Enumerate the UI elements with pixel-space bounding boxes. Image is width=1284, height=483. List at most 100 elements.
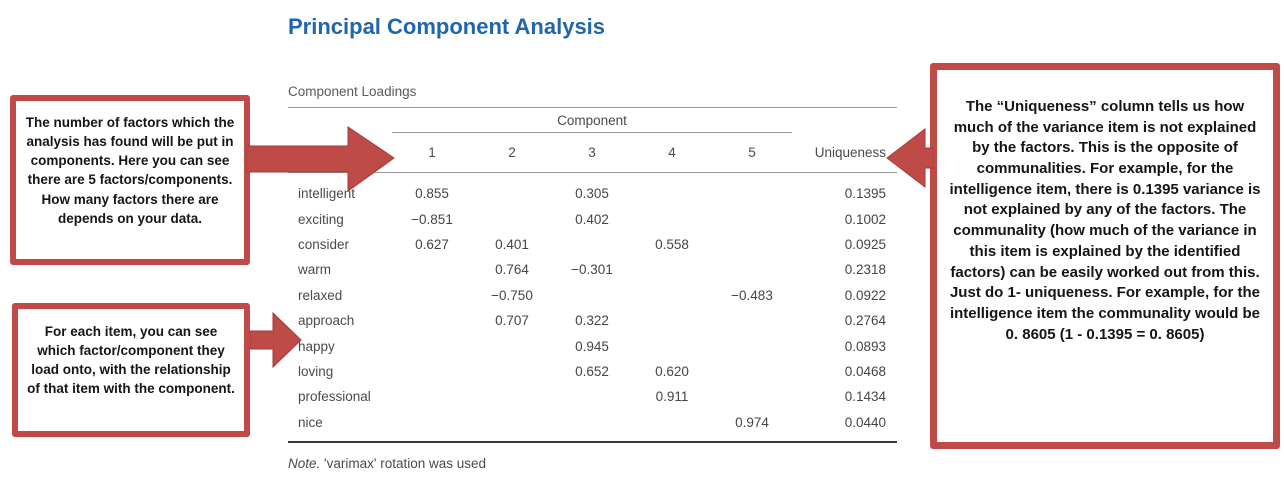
loading-value	[552, 232, 632, 257]
loading-value	[632, 308, 712, 333]
uniqueness-header: Uniqueness	[792, 132, 897, 173]
component-column-header: 5	[712, 132, 792, 173]
loading-value	[472, 359, 552, 384]
loading-value	[632, 173, 712, 207]
loading-value: 0.855	[415, 186, 449, 202]
table-row: warm 0.764 −0.301 0.2318	[288, 257, 897, 282]
uniqueness-value: 0.0925	[844, 236, 886, 252]
uniqueness-value: 0.1434	[844, 389, 886, 405]
loading-value: −0.301	[571, 262, 613, 278]
row-label: loving	[298, 363, 334, 379]
note-prefix: Note.	[288, 455, 321, 471]
loading-value: 0.764	[495, 262, 529, 278]
component-loadings-section: Component Loadings Component 1 2 3 4 5 Unique…	[288, 84, 897, 471]
loading-value	[472, 333, 552, 358]
table-caption: Component Loadings	[288, 84, 417, 99]
callout-loadings-text: For each item, you can see which factor/…	[27, 324, 235, 397]
row-label: exciting	[298, 211, 344, 227]
loading-value	[632, 206, 712, 231]
loading-value: 0.620	[655, 363, 689, 379]
loading-value	[712, 359, 792, 384]
loading-value: −0.851	[411, 211, 453, 227]
table-row: loving 0.652 0.620 0.0468	[288, 359, 897, 384]
loading-value: 0.911	[655, 389, 689, 405]
uniqueness-value: 0.0922	[844, 287, 886, 303]
loading-value: 0.322	[575, 313, 609, 329]
table-row: intelligent 0.855 0.305 0.1395	[288, 173, 897, 207]
loading-value	[392, 283, 472, 308]
row-label: nice	[298, 414, 323, 430]
loading-value	[712, 206, 792, 231]
loading-value: 0.974	[735, 414, 769, 430]
column-header-row: 1 2 3 4 5 Uniqueness	[288, 132, 897, 173]
callout-uniqueness: The “Uniqueness” column tells us how muc…	[930, 63, 1280, 449]
loadings-table: Component 1 2 3 4 5 Uniqueness intelligent 0.8…	[288, 107, 897, 443]
table-row: relaxed −0.750 −0.483 0.0922	[288, 283, 897, 308]
loading-value	[712, 308, 792, 333]
component-group-header: Component	[392, 107, 792, 133]
loading-value: −0.750	[491, 287, 533, 303]
table-row: approach 0.707 0.322 0.2764	[288, 308, 897, 333]
corner-cell	[288, 107, 392, 133]
uniqueness-value: 0.2318	[844, 262, 886, 278]
note-body: 'varimax' rotation was used	[320, 455, 487, 471]
uniqueness-value: 0.0468	[844, 363, 886, 379]
loading-value	[712, 173, 792, 207]
loading-value	[632, 410, 712, 442]
loading-value: 0.558	[655, 236, 689, 252]
uniqueness-value: 0.1002	[844, 211, 886, 227]
row-label: relaxed	[298, 287, 343, 303]
loading-value	[712, 232, 792, 257]
loading-value: 0.707	[495, 313, 529, 329]
row-label: consider	[298, 236, 350, 252]
loading-value	[632, 283, 712, 308]
loading-value: −0.483	[731, 287, 773, 303]
loading-value: 0.402	[575, 211, 609, 227]
table-row: professional 0.911 0.1434	[288, 384, 897, 409]
loading-value: 0.652	[575, 363, 609, 379]
loading-value	[712, 333, 792, 358]
group-header-row: Component	[288, 107, 897, 133]
loading-value	[472, 410, 552, 442]
callout-factor-count-text: The number of factors which the analysis…	[25, 115, 235, 226]
table-row: nice 0.974 0.0440	[288, 410, 897, 442]
component-column-header: 1	[392, 132, 472, 173]
arrow-left-icon	[886, 128, 934, 188]
page-title: Principal Component Analysis	[288, 14, 606, 39]
component-column-header: 3	[552, 132, 632, 173]
table-row: exciting −0.851 0.402 0.1002	[288, 206, 897, 231]
component-column-header: 2	[472, 132, 552, 173]
loading-value	[552, 283, 632, 308]
loading-value	[552, 384, 632, 409]
table-body: intelligent 0.855 0.305 0.1395 exciting −0.85…	[288, 173, 897, 442]
loading-value	[392, 359, 472, 384]
callout-factor-count: The number of factors which the analysis…	[10, 95, 250, 265]
row-label: warm	[298, 262, 331, 278]
row-label: intelligent	[298, 186, 356, 202]
loading-value	[712, 257, 792, 282]
loading-value	[472, 384, 552, 409]
component-column-header: 4	[632, 132, 712, 173]
loading-value: 0.945	[575, 338, 609, 354]
arrow-right-icon	[246, 126, 395, 192]
loading-value	[632, 257, 712, 282]
loading-value	[712, 384, 792, 409]
uniqueness-value: 0.1395	[844, 186, 886, 202]
uniqueness-value: 0.2764	[844, 313, 886, 329]
row-label: happy	[298, 338, 335, 354]
corner-cell	[792, 107, 897, 133]
loading-value: 0.305	[575, 186, 609, 202]
row-label: professional	[298, 389, 371, 405]
callout-loadings: For each item, you can see which factor/…	[12, 303, 250, 437]
loading-value	[472, 206, 552, 231]
loading-value	[392, 257, 472, 282]
loading-value: 0.627	[415, 236, 449, 252]
table-row: happy 0.945 0.0893	[288, 333, 897, 358]
loading-value	[392, 333, 472, 358]
loading-value: 0.401	[495, 236, 529, 252]
row-label: approach	[298, 313, 355, 329]
loading-value	[632, 333, 712, 358]
loading-value	[392, 308, 472, 333]
loading-value	[392, 410, 472, 442]
